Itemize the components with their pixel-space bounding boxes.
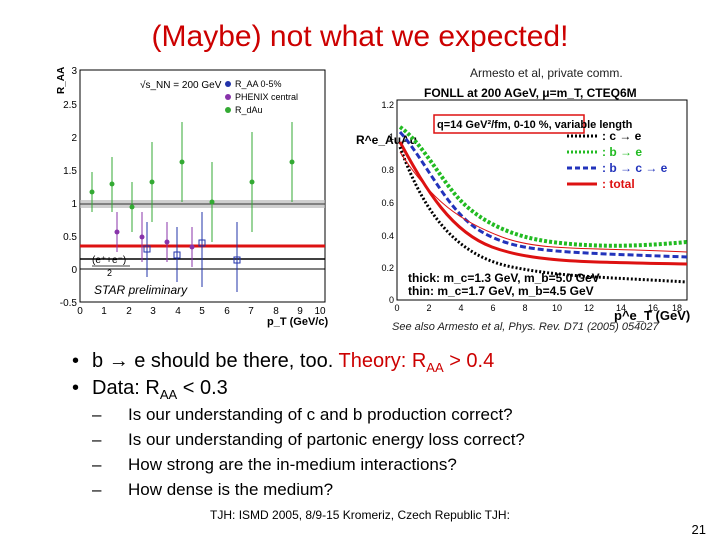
xtick: 14	[616, 303, 626, 313]
xtick: 10	[314, 306, 326, 317]
theory-tail: > 0.4	[443, 350, 495, 372]
left-xticks: 0 1 2 3 4 5 6 7 8 9 10	[77, 306, 326, 317]
ytick: 0.6	[381, 198, 394, 208]
ytick: 0.4	[381, 231, 394, 241]
arrow-icon: →	[108, 350, 129, 372]
xtick: 9	[297, 306, 303, 317]
bullet-sub: AA	[159, 387, 178, 402]
ytick: 0	[71, 265, 77, 276]
sub-bullet: – Is our understanding of partonic energy…	[92, 430, 525, 450]
xtick: 7	[248, 306, 254, 317]
ytick: 0.8	[381, 165, 394, 175]
star-rAA-plot: R_AA -0.5 0 0.5 1 1.5 2 2.5 3 0 1 2 3 4 …	[52, 62, 342, 330]
xtick: 5	[199, 306, 205, 317]
xtick: 0	[77, 306, 83, 317]
legend-phenix: PHENIX central	[235, 92, 298, 102]
ytick: 0.5	[63, 232, 77, 243]
dash-marker: –	[92, 455, 102, 474]
dash-marker: –	[92, 430, 102, 449]
thin-label: thin: m_c=1.7 GeV, m_b=4.5 GeV	[408, 284, 594, 298]
bullet-theory: • b → e should be there, too. Theory: RA…	[72, 350, 495, 375]
curve-b-to-e	[398, 125, 688, 248]
bullet-text-b: < 0.3	[177, 377, 228, 399]
xtick: 4	[175, 306, 181, 317]
sub-bullet-text: Is our understanding of partonic energy …	[128, 430, 525, 449]
xtick: 10	[552, 303, 562, 313]
legend-b-e: : b → e	[602, 145, 642, 159]
xtick: 8	[522, 303, 527, 313]
legend-c-e: : c → e	[602, 129, 642, 143]
bullet-text-b: e should be there, too.	[128, 350, 339, 372]
formula-numerator: (e⁺+e⁻)	[92, 255, 126, 266]
ytick: 0	[389, 295, 394, 305]
dash-marker: –	[92, 480, 102, 499]
slide-footer: TJH: ISMD 2005, 8/9-15 Kromeriz, Czech R…	[210, 508, 510, 522]
legend-b-c-e: : b → c → e	[602, 161, 668, 175]
xtick: 16	[648, 303, 658, 313]
ytick: 1.2	[381, 100, 394, 110]
xtick: 3	[150, 306, 156, 317]
box-label: q=14 GeV²/fm, 0-10 %, variable length	[437, 119, 633, 131]
curve-total-thin	[399, 151, 688, 253]
theory-label: Theory: R	[338, 350, 427, 372]
sub-bullet: – How strong are the in-medium interactio…	[92, 455, 457, 475]
ytick: 1	[389, 132, 394, 142]
formula-denominator: 2	[107, 268, 112, 278]
page-number: 21	[691, 522, 706, 537]
right-header: FONLL at 200 AGeV, μ=m_T, CTEQ6M	[424, 86, 637, 100]
xtick: 6	[224, 306, 230, 317]
xtick: 2	[126, 306, 132, 317]
ytick: 0.2	[381, 263, 394, 273]
left-yticks: -0.5 0 0.5 1 1.5 2 2.5 3	[60, 66, 78, 309]
xtick: 0	[394, 303, 399, 313]
thick-label: thick: m_c=1.3 GeV, m_b=5.0 GeV	[408, 271, 600, 285]
fonll-theory-plot: FONLL at 200 AGeV, μ=m_T, CTEQ6M R^e_AuA…	[352, 82, 700, 337]
ytick: -0.5	[60, 298, 78, 309]
xtick: 1	[101, 306, 107, 317]
dash-marker: –	[92, 405, 102, 424]
curve-b-c-e	[398, 130, 688, 259]
sub-bullet-text: How dense is the medium?	[128, 480, 334, 499]
sub-bullet-text: How strong are the in-medium interaction…	[128, 455, 457, 474]
see-also-reference: See also Armesto et al, Phys. Rev. D71 (…	[392, 321, 659, 333]
left-xlabel: p_T (GeV/c)	[267, 316, 328, 328]
bullet-marker: •	[72, 377, 80, 399]
curve-c-to-e	[398, 146, 688, 284]
sub-bullet-text: Is our understanding of c and b producti…	[128, 405, 513, 424]
bullet-text-a: b	[92, 350, 109, 372]
left-data-points	[89, 122, 295, 292]
right-plot-frame	[396, 99, 688, 301]
ytick: 1.5	[63, 166, 77, 177]
right-xticks: 0 2 4 6 8 10 12 14 16 18	[394, 303, 682, 313]
bullet-text-a: Data: R	[92, 377, 160, 399]
left-ylabel: R_AA	[56, 67, 67, 94]
legend-total: : total	[602, 177, 635, 191]
xtick: 6	[490, 303, 495, 313]
xtick: 18	[672, 303, 682, 313]
star-preliminary: STAR preliminary	[94, 283, 188, 297]
ytick: 1	[71, 199, 77, 210]
theory-sub: AA	[426, 360, 444, 375]
theory-curves	[398, 125, 688, 284]
right-xlabel: p^e_T (GeV)	[614, 308, 690, 323]
left-plot-frame	[79, 69, 326, 303]
legend-rdau: R_dAu	[235, 105, 263, 115]
sub-bullet: – Is our understanding of c and b product…	[92, 405, 513, 425]
bullet-data: • Data: RAA < 0.3	[72, 377, 228, 402]
xtick: 2	[426, 303, 431, 313]
credit-note: Armesto et al, private comm.	[470, 66, 623, 80]
ytick: 2	[71, 133, 77, 144]
xtick: 4	[458, 303, 463, 313]
ytick: 2.5	[63, 100, 77, 111]
ytick: 3	[71, 66, 77, 77]
legend-raa: R_AA 0-5%	[235, 79, 282, 89]
bullet-marker: •	[72, 350, 80, 372]
sub-bullet: – How dense is the medium?	[92, 480, 334, 500]
energy-label: √s_NN = 200 GeV	[140, 79, 222, 91]
right-yticks: 0 0.2 0.4 0.6 0.8 1 1.2	[381, 100, 394, 305]
xtick: 8	[273, 306, 279, 317]
right-legend: : c → e : b → e : b → c → e : total	[567, 129, 668, 191]
slide-title: (Maybe) not what we expected!	[151, 20, 569, 53]
xtick: 12	[584, 303, 594, 313]
